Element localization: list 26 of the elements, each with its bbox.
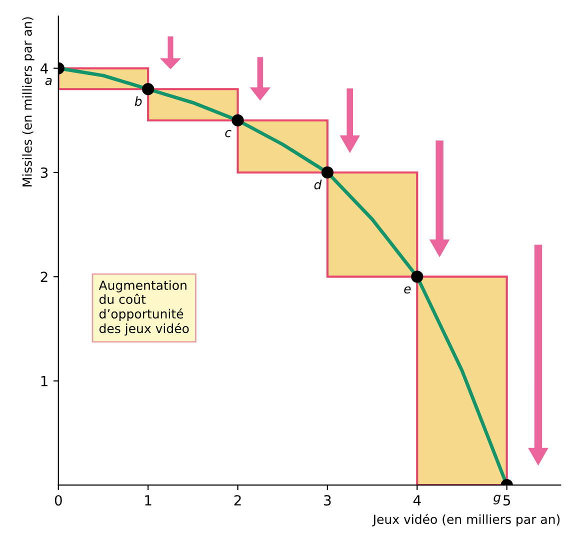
point [411, 270, 424, 283]
bar [326, 171, 418, 278]
annotation: c [225, 130, 232, 138]
bar [236, 119, 328, 174]
x-tick-label: 4 [413, 495, 421, 506]
y-axis-title: Missiles (en milliers par an) [22, 17, 34, 186]
y-tick-label: 1 [41, 376, 48, 386]
annotation: d [314, 180, 322, 190]
point [232, 114, 244, 126]
y-tick-label: 2 [40, 272, 48, 282]
x-tick-label: 3 [324, 495, 331, 506]
annotation: Augmentation du coût d’opportunité des jeux vidéo [98, 280, 189, 336]
annotation: g [494, 494, 501, 504]
x-tick-label: 1 [145, 495, 152, 506]
x-tick-label: 0 [54, 495, 62, 506]
point [321, 166, 334, 179]
y-tick-label: 3 [40, 167, 48, 178]
annotation: a [45, 78, 52, 86]
bar [416, 276, 508, 486]
x-axis-title: Jeux vidéo (en milliers par an) [372, 514, 560, 526]
x-tick-label: 2 [234, 495, 241, 506]
annotation: b [134, 96, 142, 106]
x-tick-label: 5 [503, 495, 510, 506]
y-tick-label: 4 [40, 63, 48, 74]
annotation: e [404, 286, 411, 294]
point [142, 83, 154, 96]
